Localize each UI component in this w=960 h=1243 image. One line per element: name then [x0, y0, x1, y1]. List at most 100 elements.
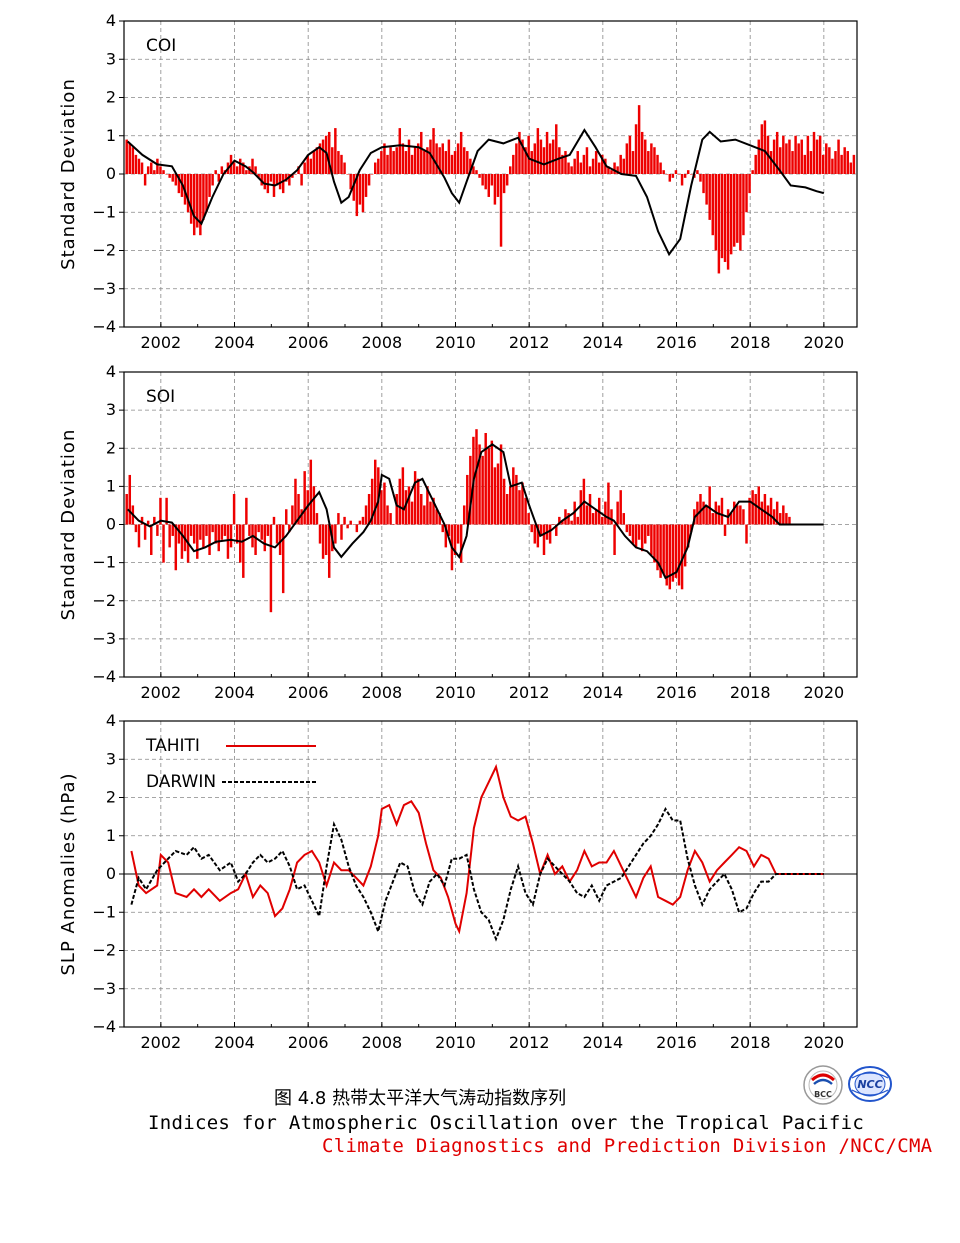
bar — [499, 174, 503, 247]
y-tick-label: 1 — [106, 476, 116, 495]
bar — [177, 524, 181, 544]
bar — [450, 154, 454, 174]
bar — [650, 524, 653, 555]
bar — [616, 166, 619, 174]
bar — [475, 429, 478, 525]
bar — [723, 524, 727, 536]
slp-panel: TAHITI DARWIN −4 −3 −2 −1 0 1 2 3 4 2002 2004 2006 200… — [58, 711, 858, 1052]
bar — [530, 524, 533, 533]
x-tick-label: 2006 — [288, 1033, 329, 1052]
bar — [137, 524, 141, 548]
bcc-logo-text: BCC — [814, 1090, 832, 1099]
bar — [438, 513, 441, 525]
bar — [686, 170, 690, 174]
bar — [604, 501, 607, 525]
bar — [705, 174, 708, 205]
bar — [754, 154, 757, 174]
bar — [466, 151, 469, 174]
bar — [192, 174, 196, 236]
bar — [509, 166, 512, 174]
smoothed-line — [127, 128, 825, 257]
bar — [435, 143, 438, 174]
x-tick-label: 2008 — [361, 683, 402, 702]
bar — [699, 494, 702, 525]
bar — [242, 162, 245, 174]
bar — [386, 154, 389, 174]
bar — [481, 174, 484, 186]
bar — [475, 170, 478, 174]
bar — [821, 154, 825, 174]
bar — [340, 524, 343, 540]
bar — [435, 509, 438, 525]
bar — [171, 524, 174, 536]
bar — [140, 516, 144, 525]
bar — [235, 166, 239, 174]
bar — [542, 524, 546, 555]
bar — [254, 524, 257, 555]
bar — [680, 174, 684, 186]
bar — [205, 174, 208, 213]
bar — [238, 158, 242, 174]
bar — [720, 174, 724, 259]
bar — [570, 166, 573, 174]
bar — [696, 170, 699, 174]
bar — [349, 174, 352, 190]
x-tick-label: 2012 — [509, 1033, 550, 1052]
bar — [644, 139, 647, 174]
bar — [597, 162, 601, 174]
bar — [309, 459, 313, 525]
bar — [653, 147, 656, 174]
y-tick-label: 1 — [106, 826, 116, 845]
bar — [588, 166, 592, 174]
bar — [392, 151, 395, 174]
y-axis-label: SLP Anomalies (hPa) — [58, 772, 79, 975]
bar — [395, 147, 398, 174]
bar — [162, 170, 165, 174]
bar — [334, 524, 337, 544]
bar — [383, 482, 386, 525]
bar — [490, 440, 494, 525]
bar — [742, 509, 745, 525]
x-tick-label: 2020 — [803, 683, 844, 702]
bar — [346, 524, 349, 529]
bar — [416, 143, 420, 174]
bar — [269, 174, 273, 182]
bar — [211, 174, 214, 186]
y-tick-label: 2 — [106, 788, 116, 807]
y-tick-label: −1 — [92, 902, 116, 921]
bar — [288, 174, 291, 186]
bar — [128, 143, 132, 174]
bar — [690, 174, 693, 175]
bar — [168, 174, 171, 178]
bar — [699, 174, 702, 182]
bar — [705, 505, 708, 525]
bar — [303, 471, 306, 525]
bar — [518, 490, 521, 525]
bar — [484, 433, 487, 525]
bar — [300, 174, 303, 186]
bar — [337, 151, 340, 174]
bar — [315, 513, 319, 525]
smoothed-line — [126, 443, 824, 580]
bar — [401, 143, 405, 174]
bar — [423, 151, 426, 174]
bar — [297, 494, 300, 525]
bar — [208, 524, 211, 555]
bar — [521, 139, 524, 174]
bar — [736, 505, 739, 525]
bar — [214, 524, 217, 544]
bar — [782, 135, 785, 174]
bar — [720, 497, 724, 525]
bar — [309, 158, 313, 174]
bar — [806, 135, 810, 174]
bar — [291, 505, 294, 525]
bar — [223, 524, 227, 536]
x-tick-label: 2014 — [582, 333, 623, 352]
bar — [220, 524, 224, 540]
bar — [665, 524, 668, 586]
y-tick-label: 3 — [106, 749, 116, 768]
bar — [143, 524, 147, 540]
bar — [601, 154, 604, 174]
bar — [493, 467, 497, 525]
x-tick-label: 2018 — [730, 683, 771, 702]
